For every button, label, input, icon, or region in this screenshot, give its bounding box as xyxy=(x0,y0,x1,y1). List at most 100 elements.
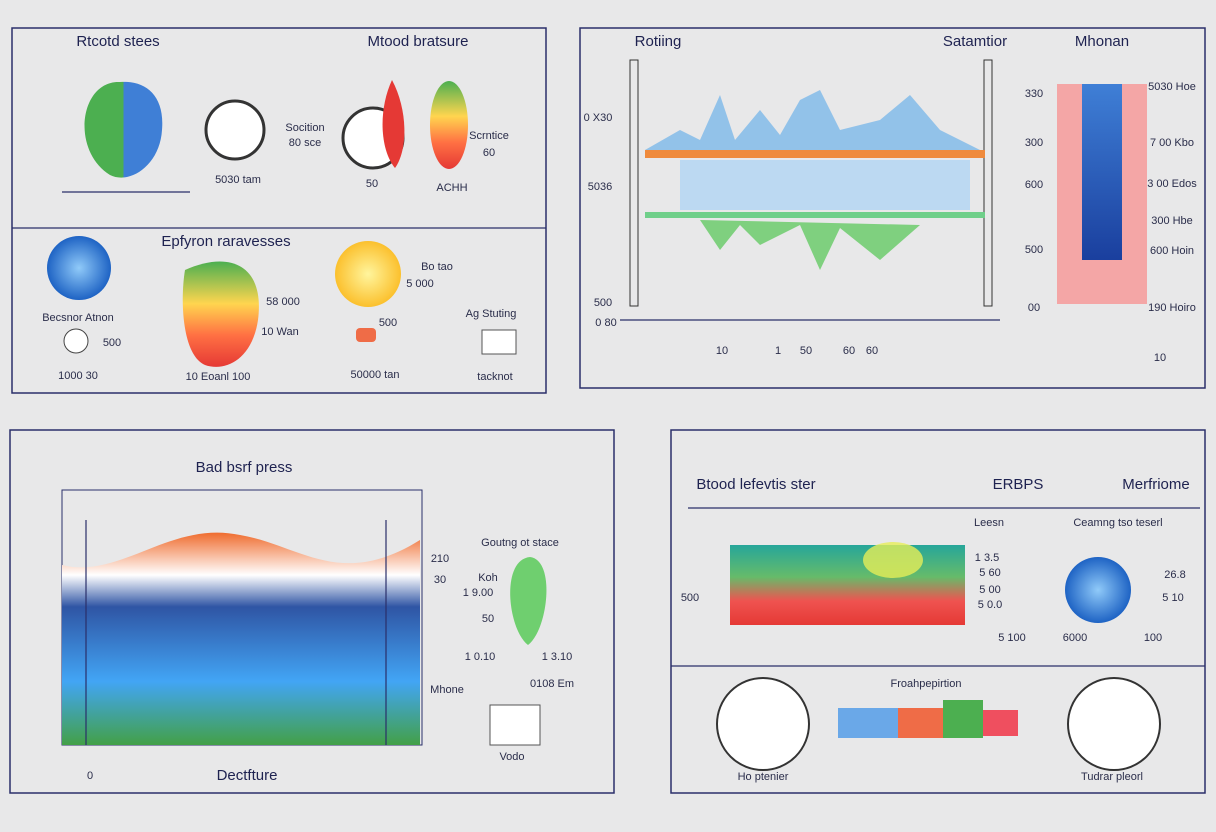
ball xyxy=(1065,557,1131,623)
label: tacknot xyxy=(477,371,512,383)
panel-title: Mhonan xyxy=(1075,33,1129,50)
band xyxy=(645,150,985,158)
label: 1 3.10 xyxy=(542,651,573,663)
label: 30 xyxy=(434,574,446,586)
bar xyxy=(983,710,1018,736)
bar xyxy=(898,708,943,738)
label: 0 80 xyxy=(595,317,616,329)
label: 0 X30 xyxy=(584,112,613,124)
drop xyxy=(510,557,547,645)
label: Mhone xyxy=(430,684,464,696)
label: 10 xyxy=(1154,352,1166,364)
post xyxy=(629,59,639,307)
label: 50 xyxy=(366,178,378,190)
post xyxy=(983,59,993,307)
label: 10 Wan xyxy=(261,326,299,338)
heart xyxy=(182,261,259,367)
gauge xyxy=(716,677,810,771)
label: 10 xyxy=(716,345,728,357)
label: Ceamng tso teserl xyxy=(1073,517,1162,529)
label: 1 xyxy=(775,345,781,357)
label: Goutng ot stace xyxy=(481,537,559,549)
gauge xyxy=(1067,677,1161,771)
label: 60 xyxy=(483,147,495,159)
icon xyxy=(489,704,541,746)
label: 0108 Em xyxy=(530,678,574,690)
bulb xyxy=(382,80,405,168)
label: 60 xyxy=(843,345,855,357)
label: 1 9.00 xyxy=(463,587,494,599)
label: 300 Hbe xyxy=(1151,215,1193,227)
panel-title: Bad bsrf press xyxy=(196,459,293,476)
panel-title: Merfriome xyxy=(1122,476,1190,493)
label: 1000 30 xyxy=(58,370,98,382)
panel-title: Satamtior xyxy=(943,33,1007,50)
illustrations xyxy=(47,59,1161,771)
label: 5036 xyxy=(588,181,612,193)
bulb xyxy=(430,81,468,169)
panel-frame xyxy=(9,429,615,794)
label: Becsnor Atnon xyxy=(42,312,114,324)
bar xyxy=(943,700,983,738)
label: 600 Hoin xyxy=(1150,245,1194,257)
bar xyxy=(838,708,898,738)
panel-frame xyxy=(11,27,547,394)
panel-title: Dectfture xyxy=(217,767,278,784)
column xyxy=(1082,84,1122,260)
label: 500 xyxy=(594,297,612,309)
label: 7 00 Kbo xyxy=(1150,137,1194,149)
panel-frame xyxy=(579,27,1206,389)
label: 5 0.0 xyxy=(978,599,1002,611)
label: 5 60 xyxy=(979,567,1000,579)
label: 1 3.5 xyxy=(975,552,999,564)
wave xyxy=(62,532,420,745)
label: 5 100 xyxy=(998,632,1026,644)
label: 500 xyxy=(1025,244,1043,256)
label: 500 xyxy=(103,337,121,349)
label: 600 xyxy=(1025,179,1043,191)
label: 330 xyxy=(1025,88,1043,100)
icon xyxy=(356,328,376,342)
highlight xyxy=(863,542,923,578)
panel-title: Btood lefevtis ster xyxy=(696,476,815,493)
panel-title: Epfyron raravesses xyxy=(161,233,290,250)
label: Ho ptenier xyxy=(738,771,789,783)
icon xyxy=(63,328,89,354)
label: 190 Hoiro xyxy=(1148,302,1196,314)
label: Scrntice xyxy=(469,130,509,142)
label: 5 10 xyxy=(1162,592,1183,604)
label: 5 000 xyxy=(406,278,434,290)
label: 10 Eoanl 100 xyxy=(186,371,251,383)
sun xyxy=(335,241,401,307)
spectrum xyxy=(730,545,965,625)
label: 210 xyxy=(431,553,449,565)
label: 1 0.10 xyxy=(465,651,496,663)
label: 80 sce xyxy=(289,137,321,149)
band xyxy=(680,160,970,210)
panel-title: ERBPS xyxy=(993,476,1044,493)
band xyxy=(645,212,985,218)
label: Socition xyxy=(285,122,324,134)
label: 100 xyxy=(1144,632,1162,644)
label: 5 00 xyxy=(979,584,1000,596)
label: 50 xyxy=(482,613,494,625)
label: Vodo xyxy=(499,751,524,763)
waveform xyxy=(645,90,980,150)
label: ACHH xyxy=(436,182,467,194)
label: 300 xyxy=(1025,137,1043,149)
label: 26.8 xyxy=(1164,569,1185,581)
label: Tudrar pleorl xyxy=(1081,771,1143,783)
label: 58 000 xyxy=(266,296,300,308)
label: 500 xyxy=(379,317,397,329)
panel-frame xyxy=(670,429,1206,794)
waveform xyxy=(700,220,920,270)
label: Koh xyxy=(478,572,498,584)
label: Froahpepirtion xyxy=(891,678,962,690)
organ xyxy=(84,81,163,178)
label: 6000 xyxy=(1063,632,1087,644)
label: 50000 tan xyxy=(351,369,400,381)
icon xyxy=(481,329,517,355)
label: Leesn xyxy=(974,517,1004,529)
label: Bo tao xyxy=(421,261,453,273)
label: 50 xyxy=(800,345,812,357)
